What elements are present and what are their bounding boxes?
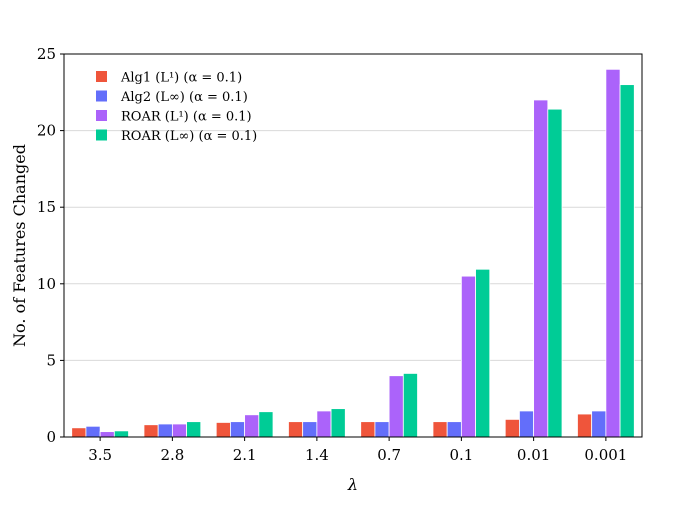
plot-frame <box>63 53 643 438</box>
bar <box>244 414 260 438</box>
bar <box>533 99 549 438</box>
bar <box>186 421 202 438</box>
bar <box>143 424 159 438</box>
legend-swatch <box>96 90 107 102</box>
x-tick-label: 0.7 <box>377 446 401 464</box>
x-tick-label: 1.4 <box>305 446 329 464</box>
legend-label: Alg1 (L¹) (α = 0.1) <box>120 71 242 86</box>
bar <box>388 375 404 438</box>
legend-item: ROAR (L¹) (α = 0.1) <box>96 110 252 125</box>
y-axis-ticks: 0 5 10 15 20 25 <box>37 45 64 446</box>
legend-label: Alg2 (L∞) (α = 0.1) <box>120 90 248 105</box>
y-tick-label: 5 <box>46 351 56 369</box>
x-tick-label: 0.001 <box>584 446 627 464</box>
legend-label: ROAR (L∞) (α = 0.1) <box>121 129 257 144</box>
bar <box>157 423 173 438</box>
y-tick-label: 0 <box>46 428 56 446</box>
y-tick-label: 20 <box>37 122 56 140</box>
legend-swatch <box>96 129 107 141</box>
bar <box>85 425 101 438</box>
x-tick-label: 3.5 <box>88 446 112 464</box>
bar <box>302 421 318 438</box>
legend-swatch <box>96 110 107 121</box>
series-4 <box>113 84 635 438</box>
bar <box>316 410 332 438</box>
legend-label: ROAR (L¹) (α = 0.1) <box>121 110 252 125</box>
bar <box>230 421 246 438</box>
y-tick-label: 10 <box>37 275 56 293</box>
legend-item: Alg1 (L¹) (α = 0.1) <box>96 71 242 86</box>
bar <box>519 410 535 438</box>
bar <box>577 413 593 438</box>
bar <box>475 268 491 438</box>
legend-item: ROAR (L∞) (α = 0.1) <box>96 129 257 144</box>
bar <box>547 108 563 438</box>
bar <box>288 421 304 438</box>
bar <box>605 68 621 438</box>
x-tick-label: 0.1 <box>449 446 473 464</box>
bar <box>113 430 129 438</box>
y-axis-label: No. of Features Changed <box>10 144 29 347</box>
bar <box>99 431 115 438</box>
bar <box>432 421 448 438</box>
bar <box>619 84 635 438</box>
legend: Alg1 (L¹) (α = 0.1) Alg2 (L∞) (α = 0.1) RO… <box>96 71 257 144</box>
bar <box>360 421 376 438</box>
x-axis-ticks: 3.5 2.8 2.1 1.4 0.7 0.1 0.01 0.001 <box>88 437 627 464</box>
bar <box>446 421 462 438</box>
bar <box>504 418 520 438</box>
bar <box>171 423 187 438</box>
bars <box>71 68 635 438</box>
bar <box>258 411 274 438</box>
bar <box>402 373 418 438</box>
legend-swatch <box>96 71 107 82</box>
x-axis-label: λ <box>347 475 358 494</box>
x-tick-label: 0.01 <box>517 446 550 464</box>
y-tick-label: 25 <box>37 45 56 63</box>
y-tick-label: 15 <box>37 198 56 216</box>
x-tick-label: 2.8 <box>160 446 184 464</box>
series-3 <box>99 68 621 438</box>
bar <box>330 408 346 438</box>
x-tick-label: 2.1 <box>233 446 257 464</box>
bar <box>215 422 231 438</box>
legend-item: Alg2 (L∞) (α = 0.1) <box>96 90 248 105</box>
bar <box>374 421 390 438</box>
bar <box>71 427 87 438</box>
bar <box>460 275 476 438</box>
series-2 <box>85 410 607 438</box>
bar <box>591 410 607 438</box>
